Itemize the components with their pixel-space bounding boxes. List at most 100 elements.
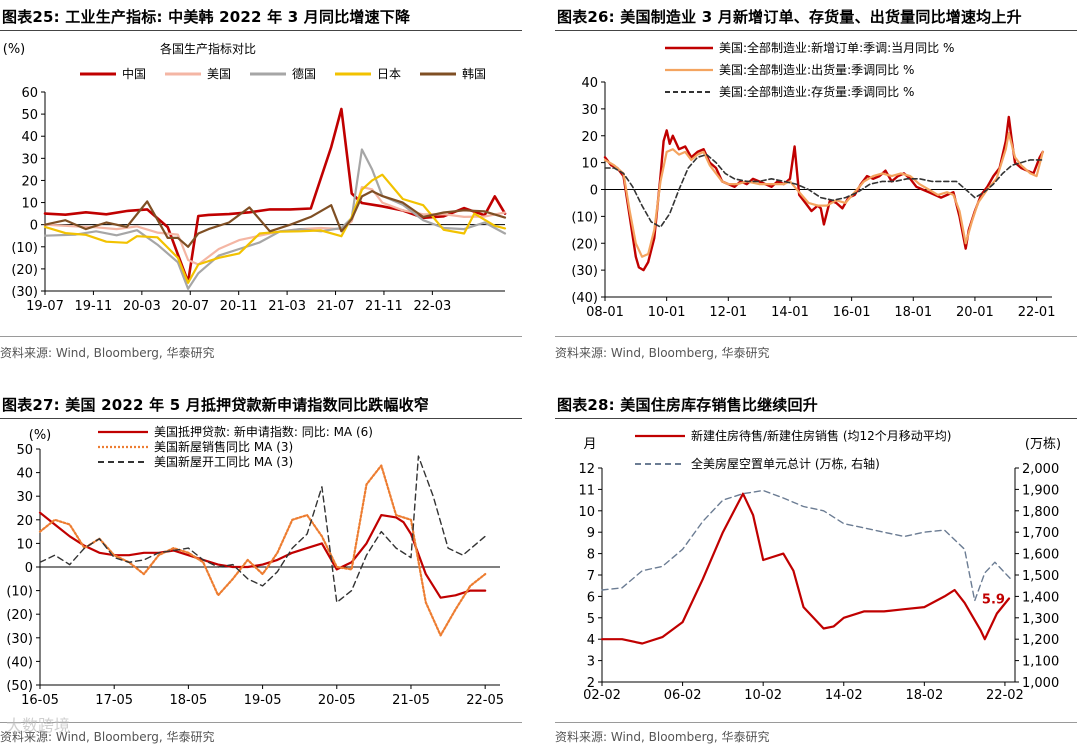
legend-label: 新建住房待售/新建住房销售 (均12个月移动平均) xyxy=(691,428,952,443)
x-tick-label: 10-02 xyxy=(744,688,782,703)
source-note: 资料来源: Wind, Bloomberg, 华泰研究 xyxy=(0,730,215,744)
y-right-tick-label: 1,700 xyxy=(1022,526,1059,541)
x-tick-label: 18-01 xyxy=(894,305,932,320)
x-tick-label: 21-07 xyxy=(317,299,355,314)
source-note: 资料来源: Wind, Bloomberg, 华泰研究 xyxy=(0,346,215,360)
y-right-tick-label: 1,200 xyxy=(1022,633,1059,648)
y-unit-label: (%) xyxy=(29,428,52,443)
series-line-1 xyxy=(601,489,1012,602)
y-tick-label: 20 xyxy=(21,174,38,189)
data-label: 5.9 xyxy=(982,593,1005,608)
x-tick-label: 18-02 xyxy=(905,688,943,703)
y-right-tick-label: 1,500 xyxy=(1022,569,1059,584)
series-line-3 xyxy=(43,173,507,284)
y-tick-label: 4 xyxy=(587,633,595,648)
y-tick-label: (30) xyxy=(11,285,38,300)
bottom-rule xyxy=(0,722,522,723)
source-note: 资料来源: Wind, Bloomberg, 华泰研究 xyxy=(555,730,770,744)
x-tick-label: 20-01 xyxy=(956,305,994,320)
legend-label: 韩国 xyxy=(462,66,486,81)
y-right-tick-label: 1,000 xyxy=(1022,676,1059,691)
y-tick-label: 0 xyxy=(30,219,38,234)
y-right-tick-label: 1,300 xyxy=(1022,612,1059,627)
chart-26-svg: 40 30 20 10 0 (10) (20) (30) (40)08-01 10-01 12-01… xyxy=(571,40,1055,320)
x-tick-label: 02-02 xyxy=(583,688,621,703)
title-rule xyxy=(0,30,522,31)
y-tick-label: 20 xyxy=(581,130,598,145)
chart-28-svg: 12 11 10 9 8 7 6 5 4 3 2 2,000 1,900 1,800 1,700 1,600 1… xyxy=(578,428,1061,703)
y-unit-label: 月 xyxy=(583,437,596,452)
y-tick-label: 30 xyxy=(581,103,598,118)
x-tick-label: 12-01 xyxy=(709,305,747,320)
source-note: 资料来源: Wind, Bloomberg, 华泰研究 xyxy=(555,346,770,360)
series-line-2 xyxy=(43,148,507,290)
x-tick-label: 19-05 xyxy=(244,693,282,708)
title-rule xyxy=(0,418,522,419)
y-tick-label: 40 xyxy=(581,76,598,91)
y-tick-label: 40 xyxy=(21,130,38,145)
bottom-rule xyxy=(555,722,1077,723)
y-tick-label: 20 xyxy=(16,514,33,529)
y-tick-label: 9 xyxy=(587,526,595,541)
y-right-tick-label: 1,100 xyxy=(1022,655,1059,670)
series-line-0 xyxy=(603,115,1044,272)
y-tick-label: 2 xyxy=(587,676,595,691)
y-tick-label: 6 xyxy=(587,590,595,605)
chart-title: 图表25: 工业生产指标: 中美韩 2022 年 3 月同比增速下降 xyxy=(2,8,411,26)
y-unit-label: (%) xyxy=(3,42,26,57)
series-line-2 xyxy=(39,455,486,604)
x-tick-label: 16-01 xyxy=(833,305,871,320)
x-tick-label: 20-05 xyxy=(318,693,356,708)
series-line-1 xyxy=(38,464,487,637)
legend-label: 中国 xyxy=(122,66,146,81)
legend-label: 全美房屋空置单元总计 (万栋, 右轴) xyxy=(691,456,880,471)
chart-title: 图表27: 美国 2022 年 5 月抵押贷款新申请指数同比跌幅收窄 xyxy=(2,396,429,414)
title-rule xyxy=(555,418,1077,419)
series-line-2 xyxy=(604,153,1044,228)
y-tick-label: (30) xyxy=(571,264,598,279)
y-tick-label: 12 xyxy=(578,462,595,477)
y-tick-label: (30) xyxy=(6,632,33,647)
y-tick-label: (40) xyxy=(6,655,33,670)
y-tick-label: 40 xyxy=(16,467,33,482)
bottom-rule xyxy=(0,336,522,337)
legend-title: 各国生产指标对比 xyxy=(160,41,256,56)
chart-panel-28: 图表28: 美国住房库存销售比继续回升 12 11 10 9 8 7 6 5 4 3 2 2,000 1… xyxy=(555,392,1080,747)
y-right-unit-label: (万栋) xyxy=(1025,436,1061,452)
chart-title: 图表28: 美国住房库存销售比继续回升 xyxy=(557,396,818,414)
x-tick-label: 20-11 xyxy=(220,299,258,314)
y-tick-label: 30 xyxy=(21,152,38,167)
chart-25-svg: 60 50 40 30 20 10 0 (10) (20) (30)19-07 19-11 20-03… xyxy=(3,41,507,314)
legend-label: 美国 xyxy=(207,67,231,81)
y-tick-label: (10) xyxy=(571,210,598,225)
x-tick-label: 20-07 xyxy=(171,299,209,314)
y-tick-label: (20) xyxy=(6,608,33,623)
y-tick-label: 0 xyxy=(590,184,598,199)
y-tick-label: 11 xyxy=(578,483,595,498)
y-tick-label: 0 xyxy=(25,561,33,576)
y-tick-label: 3 xyxy=(587,655,595,670)
y-tick-label: 10 xyxy=(578,505,595,520)
x-tick-label: 06-02 xyxy=(664,688,702,703)
watermark-text: 大数跨境 xyxy=(6,716,71,735)
chart-panel-27: 图表27: 美国 2022 年 5 月抵押贷款新申请指数同比跌幅收窄 50 40 3… xyxy=(0,392,525,747)
chart-title: 图表26: 美国制造业 3 月新增订单、存货量、出货量同比增速均上升 xyxy=(557,8,1022,26)
series-line-4 xyxy=(43,190,507,248)
y-tick-label: 50 xyxy=(21,108,38,123)
y-tick-label: (20) xyxy=(571,237,598,252)
x-tick-label: 17-05 xyxy=(95,693,133,708)
series-line-0 xyxy=(43,107,507,284)
x-tick-label: 21-11 xyxy=(365,299,403,314)
y-tick-label: 7 xyxy=(587,569,595,584)
chart-panel-25: 图表25: 工业生产指标: 中美韩 2022 年 3 月同比增速下降 60 50 4… xyxy=(0,0,525,370)
y-tick-label: (50) xyxy=(6,679,33,694)
y-tick-label: 10 xyxy=(581,157,598,172)
x-tick-label: 22-03 xyxy=(413,299,451,314)
x-tick-label: 08-01 xyxy=(586,305,624,320)
x-tick-label: 22-05 xyxy=(466,693,504,708)
y-tick-label: (10) xyxy=(11,241,38,256)
y-right-tick-label: 1,400 xyxy=(1022,590,1059,605)
chart-panel-26: 图表26: 美国制造业 3 月新增订单、存货量、出货量同比增速均上升 40 30 2… xyxy=(555,0,1080,370)
x-tick-label: 18-05 xyxy=(169,693,207,708)
y-right-tick-label: 1,800 xyxy=(1022,505,1059,520)
